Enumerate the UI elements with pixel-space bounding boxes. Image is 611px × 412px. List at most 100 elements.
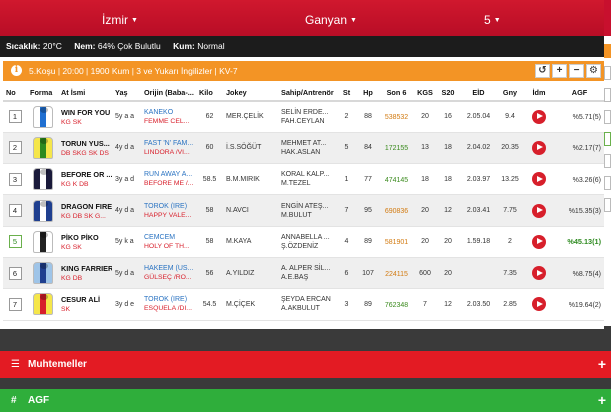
table-row[interactable]: 4 DRAGON FIRE KG DB SK G... 4y d a TOROK (IR… <box>3 194 604 227</box>
side-strip[interactable] <box>604 198 611 212</box>
col-header-kgs[interactable]: KGS <box>414 84 436 102</box>
settings-button[interactable]: ⚙ <box>586 64 601 78</box>
side-strip[interactable] <box>604 110 611 124</box>
origin-dam[interactable]: LINDORA /VI... <box>144 148 190 156</box>
col-header-origin[interactable]: Orijin (Baba-... <box>141 84 196 102</box>
col-header-no[interactable]: No <box>3 84 27 102</box>
race-select[interactable]: 5 ▼ <box>484 13 501 27</box>
track-select[interactable]: Ganyan ▼ <box>305 13 357 27</box>
jockey-name[interactable]: M.ÇİÇEK <box>223 288 278 321</box>
horse-name[interactable]: BEFORE OR ... <box>61 170 112 180</box>
city-select[interactable]: İzmir ▼ <box>102 13 138 27</box>
jockey-name[interactable]: M.KAYA <box>223 226 278 258</box>
play-video-icon[interactable] <box>532 266 546 281</box>
trainer-name[interactable]: FAH.CEYLAN <box>281 117 325 125</box>
table-row[interactable]: 5 PİKO PİKO KG SK 5y k a CEMCEM HOLY OF TH...… <box>3 226 604 258</box>
origin-sire[interactable]: KANEKO <box>144 108 174 116</box>
table-row[interactable]: 7 CESUR ALİ SK 3y d e TOROK (IRE) ESQUELA /DI… <box>3 288 604 321</box>
table-row[interactable]: 2 TORUN YUS... DB SKG SK DS 4y d a FAST 'N' … <box>3 132 604 165</box>
side-strip[interactable] <box>604 66 611 80</box>
jockey-name[interactable]: İ.S.SÖĞÜT <box>223 132 278 165</box>
horse-name[interactable]: DRAGON FIRE <box>61 201 112 211</box>
refresh-button[interactable]: ↺ <box>535 64 550 78</box>
col-header-idm[interactable]: İdm <box>523 84 555 102</box>
trainer-name[interactable]: A.AKBULUT <box>281 305 320 313</box>
muhtemeller-section-header[interactable]: ☰ Muhtemeller + <box>0 351 611 378</box>
play-video-icon[interactable] <box>532 172 546 187</box>
jockey-name[interactable]: B.M.MIRIK <box>223 163 278 196</box>
horse-name[interactable]: TORUN YUS... <box>61 138 110 148</box>
jockey-name[interactable]: N.AVCI <box>223 194 278 227</box>
col-header-st[interactable]: St <box>336 84 357 102</box>
jockey-name[interactable]: MER.ÇELİK <box>223 101 278 133</box>
origin-dam[interactable]: GÜLSEÇ /RO... <box>144 274 192 282</box>
owner-name[interactable]: KORAL KALP... <box>281 171 330 179</box>
col-header-forma[interactable]: Forma <box>27 84 58 102</box>
origin-dam[interactable]: HAPPY VALE... <box>144 211 192 219</box>
col-header-eid[interactable]: EİD <box>460 84 497 102</box>
zoom-in-button[interactable]: + <box>552 64 567 78</box>
horse-number-box[interactable]: 3 <box>8 172 22 186</box>
expand-plus-icon[interactable]: + <box>597 356 606 372</box>
col-header-horse[interactable]: At İsmi <box>58 84 112 102</box>
trainer-name[interactable]: Ş.ÖZDENİZ <box>281 242 319 250</box>
trainer-name[interactable]: M.TEZEL <box>281 180 311 188</box>
agf-section-header[interactable]: # AGF + <box>0 389 611 412</box>
play-video-icon[interactable] <box>532 234 546 249</box>
origin-dam[interactable]: HOLY OF TH... <box>144 242 190 250</box>
horse-number-box[interactable]: 2 <box>8 141 22 155</box>
origin-dam[interactable]: FEMME CEL... <box>144 117 190 125</box>
col-header-jockey[interactable]: Jokey <box>223 84 278 102</box>
side-strip[interactable] <box>604 132 611 146</box>
trainer-name[interactable]: A.E.BAŞ <box>281 274 309 282</box>
col-header-owner[interactable]: Sahip/Antrenör <box>278 84 336 102</box>
owner-name[interactable]: ENGİN ATEŞ... <box>281 202 329 210</box>
horse-name[interactable]: WIN FOR YOU <box>61 107 111 117</box>
col-header-gny[interactable]: Gny <box>497 84 523 102</box>
origin-sire[interactable]: FAST 'N' FAM... <box>144 139 194 147</box>
trainer-name[interactable]: HAK.ASLAN <box>281 148 321 156</box>
owner-name[interactable]: ANNABELLA ... <box>281 233 330 241</box>
origin-dam[interactable]: BEFORE ME /... <box>144 180 194 188</box>
play-video-icon[interactable] <box>532 109 546 124</box>
table-row[interactable]: 3 BEFORE OR ... KG K DB 3y a d RUN AWAY A...… <box>3 163 604 196</box>
owner-name[interactable]: A. ALPER SİL... <box>281 265 331 273</box>
side-strip[interactable] <box>604 88 611 102</box>
col-header-kilo[interactable]: Kilo <box>196 84 223 102</box>
origin-sire[interactable]: TOROK (IRE) <box>144 202 188 210</box>
play-video-icon[interactable] <box>532 297 546 312</box>
side-strip[interactable] <box>604 176 611 190</box>
race-panel: i 5.Koşu | 20:00 | 1900 Kum | 3 ve Yukar… <box>0 57 604 329</box>
expand-plus-icon[interactable]: + <box>597 392 606 408</box>
col-header-s20[interactable]: S20 <box>436 84 460 102</box>
origin-sire[interactable]: TOROK (IRE) <box>144 296 188 304</box>
zoom-out-button[interactable]: − <box>569 64 584 78</box>
owner-name[interactable]: ŞEYDA ERCAN <box>281 296 331 304</box>
origin-dam[interactable]: ESQUELA /DI... <box>144 305 192 313</box>
play-video-icon[interactable] <box>532 140 546 155</box>
col-header-son6[interactable]: Son 6 <box>379 84 414 102</box>
jockey-name[interactable]: A.YILDIZ <box>223 257 278 290</box>
owner-name[interactable]: SELİN ERDE... <box>281 108 329 116</box>
side-strip[interactable] <box>604 154 611 168</box>
col-header-hp[interactable]: Hp <box>357 84 379 102</box>
horse-number-box[interactable]: 7 <box>8 297 22 311</box>
horse-number-box[interactable]: 5 <box>8 235 22 249</box>
horse-number-box[interactable]: 1 <box>8 110 22 124</box>
horse-name[interactable]: CESUR ALİ <box>61 295 101 305</box>
col-header-agf[interactable]: AGF <box>555 84 604 102</box>
horse-name[interactable]: KING FARRIER <box>61 264 112 274</box>
origin-sire[interactable]: HAKEEM (US... <box>144 265 194 273</box>
origin-sire[interactable]: CEMCEM <box>144 233 176 241</box>
horse-name[interactable]: PİKO PİKO <box>61 232 99 242</box>
horse-number-box[interactable]: 4 <box>8 204 22 218</box>
table-row[interactable]: 1 WIN FOR YOU KG SK 5y a a KANEKO FEMME CEL..… <box>3 101 604 133</box>
table-row[interactable]: 6 KING FARRIER KG DB 5y d a HAKEEM (US... GÜL… <box>3 257 604 290</box>
col-header-age[interactable]: Yaş <box>112 84 141 102</box>
trainer-name[interactable]: M.BULUT <box>281 211 312 219</box>
play-video-icon[interactable] <box>532 203 546 218</box>
last-six-results: 581901 <box>384 239 409 247</box>
origin-sire[interactable]: RUN AWAY A... <box>144 171 193 179</box>
horse-number-box[interactable]: 6 <box>8 266 22 280</box>
owner-name[interactable]: MEHMET AT... <box>281 139 327 147</box>
